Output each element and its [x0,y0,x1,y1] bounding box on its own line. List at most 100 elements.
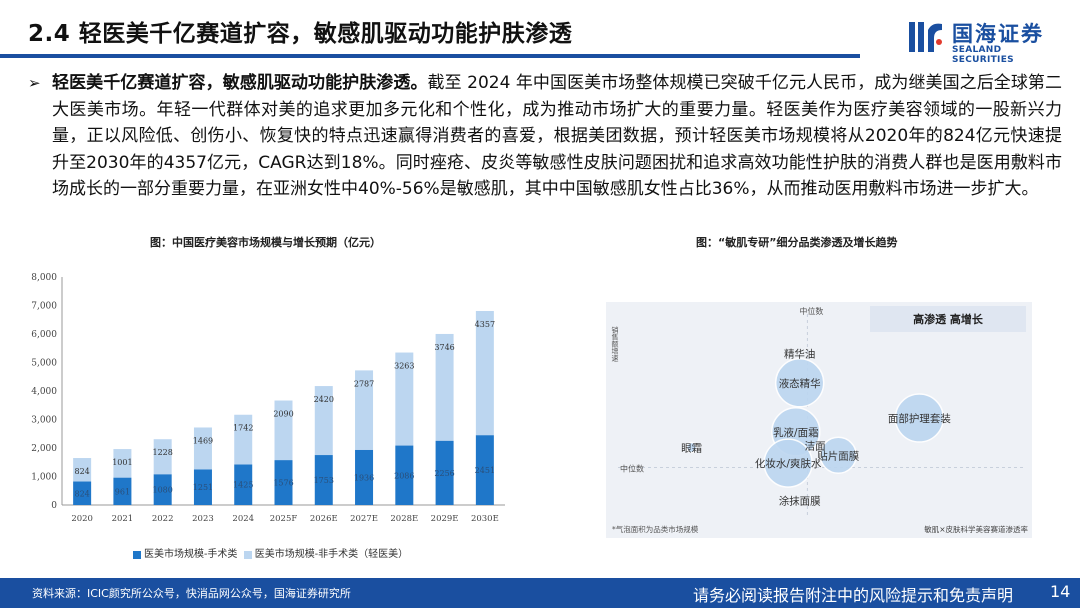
x-tick-label: 2025F [270,514,298,524]
category-label: 化妆水/爽肤水 [755,457,822,470]
x-axis-label: 敏肌×皮肤科学美容赛道渗透率 [924,524,1028,534]
footer-disclaimer: 请务必阅读报告附注中的风险提示和免责声明 [693,586,1014,605]
category-bubble [774,358,825,408]
bar-segment [314,386,333,456]
median-y-label: 中位数 [620,463,644,473]
slide-title: 2.4 轻医美千亿赛道扩容，敏感肌驱动功能护肤渗透 [28,21,573,47]
y-tick-label: 0 [51,501,57,511]
bar-segment [435,440,454,505]
sensitive-skin-bubble-matrix: 高渗透 高增长中位数中位数销售额增速敏肌×皮肤科学美容赛道渗透率*气泡面积为品类… [606,302,1032,538]
y-axis-label: 销售额增速 [611,326,619,363]
bar-data-label: 1425 [233,481,253,490]
bar-data-label: 3746 [434,343,454,352]
x-tick-label: 2024 [232,514,254,524]
logo-english: SEALAND SECURITIES [952,45,1014,65]
category-label: 乳液/面霜 [773,426,819,439]
y-tick-label: 7,000 [31,302,57,312]
bar-data-label: 2451 [475,466,495,475]
quadrant-label: 高渗透 高增长 [913,312,984,326]
category-bubble [685,441,698,454]
legend-label-surgical: 医美市场规模-手术类 [144,549,238,560]
quadrant-label-box [870,306,1026,332]
median-x-label: 中位数 [799,306,823,316]
bar-segment [113,449,132,478]
y-tick-label: 2,000 [31,444,57,454]
category-label: 涂抹面膜 [779,494,821,507]
bar-segment [274,400,293,461]
y-tick-label: 6,000 [31,330,57,340]
bar-data-label: 1080 [153,486,173,495]
sealand-logo-icon [909,22,942,52]
bar-data-label: 4357 [475,320,495,329]
body-paragraph: 轻医美千亿赛道扩容，敏感肌驱动功能护肤渗透。截至 2024 年中国医美市场整体规… [52,70,1062,203]
x-tick-label: 2023 [192,514,214,524]
x-tick-label: 2020 [71,514,93,524]
body-lead: 轻医美千亿赛道扩容，敏感肌驱动功能护肤渗透。 [52,73,428,93]
bar-data-label: 824 [74,489,89,498]
y-tick-label: 4,000 [31,387,57,397]
bar-segment [274,460,293,505]
bar-segment [355,449,374,505]
page-number: 14 [1050,582,1071,601]
x-tick-label: 2030E [471,514,499,524]
x-tick-label: 2021 [112,514,134,524]
footer-source: 资料来源：ICIC颜究所公众号，快消品网公众号，国海证券研究所 [32,587,351,600]
bullet-arrow-icon: ➢ [28,74,41,92]
legend-swatch-surgical [133,550,141,559]
body-text: 截至 2024 年中国医美市场整体规模已突破千亿元人民币，成为继美国之后全球第二… [52,73,1062,200]
sealand-logo: 国海证券 SEALAND SECURITIES [906,16,1066,65]
bar-segment [314,455,333,505]
bar-data-label: 1001 [112,458,132,467]
chart-caption-left: 图：中国医疗美容市场规模与增长预期（亿元） [150,236,381,249]
bar-segment [395,352,414,446]
category-bubble [819,436,858,475]
x-tick-label: 2027E [350,514,378,524]
category-label: 精华油 [784,347,816,360]
bar-segment [475,435,494,505]
slide-footer: 资料来源：ICIC颜究所公众号，快消品网公众号，国海证券研究所 请务必阅读报告附… [0,578,1080,608]
bar-segment [193,427,212,470]
bar-segment [355,370,374,450]
bar-segment [153,439,172,475]
x-tick-label: 2022 [152,514,174,524]
x-tick-label: 2029E [431,514,459,524]
category-bubble [763,438,813,488]
bar-segment [73,458,92,482]
slide-header: 2.4 轻医美千亿赛道扩容，敏感肌驱动功能护肤渗透 国海证券 SEALAND S… [0,0,1080,66]
x-tick-label: 2026E [310,514,338,524]
bar-segment [234,464,253,505]
bar-data-label: 1251 [193,483,213,492]
category-label: 液态精华 [779,377,821,390]
bar-data-label: 1753 [314,476,334,485]
bar-segment [475,310,494,436]
x-tick-label: 2028E [390,514,418,524]
bar-data-label: 1228 [153,448,173,457]
bar-data-label: 1742 [233,424,253,433]
bar-segment [234,414,253,465]
category-label: 洁面 [805,439,826,452]
bar-data-label: 2420 [314,395,334,404]
bar-segment [73,481,92,505]
bar-segment [193,469,212,505]
bar-data-label: 2090 [273,410,293,419]
bar-segment [435,333,454,441]
title-underline [0,54,860,58]
bar-data-label: 961 [115,487,130,496]
bar-segment [153,474,172,505]
y-tick-label: 3,000 [31,416,57,426]
bar-data-label: 1936 [354,473,374,482]
bar-data-label: 1469 [193,436,213,445]
market-size-bar-chart: 0 1,000 2,000 3,000 4,000 5,000 6,000 7,000 8,00… [31,273,505,524]
bar-data-label: 824 [74,467,89,476]
bar-segment [395,445,414,505]
chart-caption-right: 图：“敏肌专研”细分品类渗透及增长趋势 [696,236,898,249]
y-tick-label: 5,000 [31,359,57,369]
category-label: 眼霜 [681,442,702,454]
category-label: 贴片面膜 [817,449,859,462]
y-tick-label: 1,000 [31,473,57,483]
category-bubble [894,393,945,443]
y-tick-label: 8,000 [31,273,57,283]
chart-legend: 医美市场规模-手术类 医美市场规模-非手术类（轻医美） [133,545,408,560]
bubble-size-note: *气泡面积为品类市场规模 [612,524,699,534]
bar-data-label: 2086 [394,471,414,480]
